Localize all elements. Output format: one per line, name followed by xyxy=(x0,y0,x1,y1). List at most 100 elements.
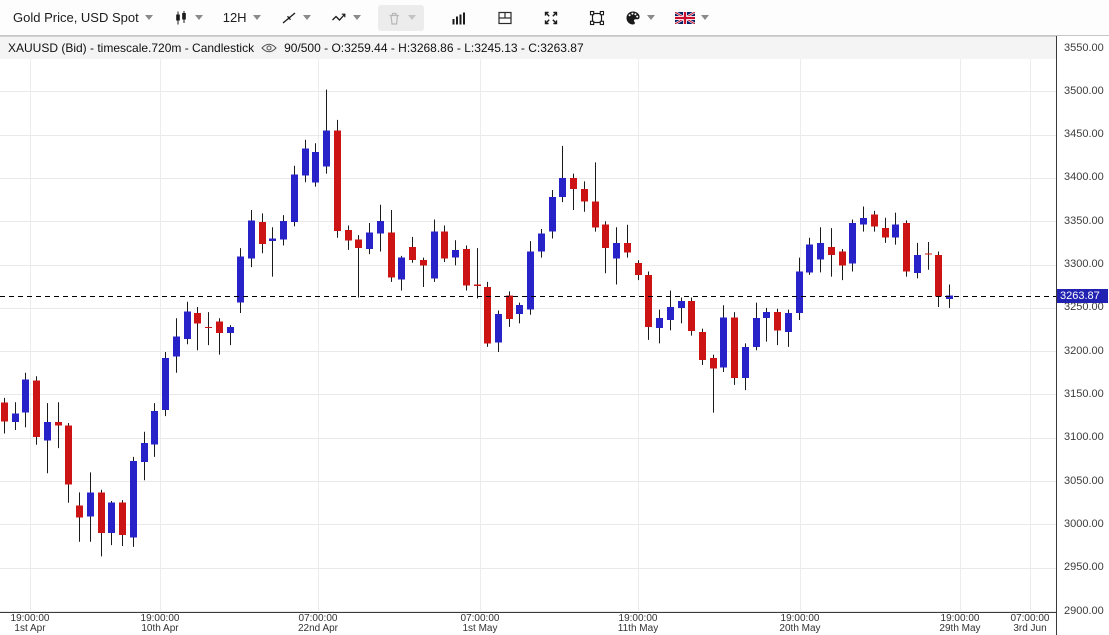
chevron-down-icon xyxy=(352,15,361,20)
frame-selection-icon xyxy=(589,10,605,26)
candle-down xyxy=(581,189,588,202)
indicators-button[interactable] xyxy=(328,8,364,28)
candle-up xyxy=(914,255,921,274)
time-tick-label: 19:00:00 10th Apr xyxy=(140,613,180,634)
candle-up xyxy=(742,346,749,379)
candle-up xyxy=(817,242,824,260)
candle-down xyxy=(194,313,201,324)
candle-up xyxy=(44,422,51,441)
candle-down xyxy=(441,231,448,259)
candle-up xyxy=(22,379,29,413)
candle-down xyxy=(98,492,105,534)
candle-up xyxy=(323,130,330,167)
candle-down xyxy=(925,253,932,255)
candle-up xyxy=(516,305,523,314)
candle-up xyxy=(377,221,384,234)
candle-down xyxy=(871,214,878,227)
candle-down xyxy=(774,312,781,331)
candle-down xyxy=(1,402,8,422)
layout-grid-icon xyxy=(497,10,513,26)
chart-canvas[interactable] xyxy=(0,36,1056,613)
toolbar: Gold Price, USD Spot 12H xyxy=(0,0,1109,36)
time-tick-label: 19:00:00 20th May xyxy=(779,613,821,634)
theme-palette-button[interactable] xyxy=(622,8,658,28)
trendline-tool-button[interactable] xyxy=(278,8,314,28)
candle-up xyxy=(667,306,674,320)
symbol-selector[interactable]: Gold Price, USD Spot xyxy=(10,8,156,27)
candle-down xyxy=(828,247,835,256)
candle-up xyxy=(302,148,309,176)
candle-up xyxy=(227,326,234,333)
candle-up xyxy=(141,442,148,463)
chart-type-button[interactable] xyxy=(170,8,206,28)
chevron-down-icon xyxy=(144,15,153,20)
chevron-down-icon xyxy=(252,15,261,20)
layout-grid-button[interactable] xyxy=(494,8,516,28)
candle-up xyxy=(431,231,438,279)
volume-toggle-button[interactable] xyxy=(448,8,470,28)
candle-down xyxy=(259,222,266,244)
language-selector[interactable] xyxy=(672,10,712,26)
candle-down xyxy=(420,260,427,266)
candle-up xyxy=(495,313,502,343)
candle-down xyxy=(484,287,491,344)
chevron-down-icon xyxy=(407,15,416,20)
candle-up xyxy=(613,242,620,259)
candle-down xyxy=(345,229,352,241)
candle-up xyxy=(849,222,856,264)
candle-up xyxy=(796,271,803,314)
candle-down xyxy=(635,262,642,275)
trendline-icon xyxy=(281,10,297,26)
candle-down xyxy=(624,242,631,253)
chevron-down-icon xyxy=(700,15,709,20)
chart-pane[interactable]: XAUUSD (Bid) - timescale.720m - Candlest… xyxy=(0,36,1056,635)
chevron-down-icon xyxy=(302,15,311,20)
price-tick-label: 3250.00 xyxy=(1064,301,1104,314)
chart-area: XAUUSD (Bid) - timescale.720m - Candlest… xyxy=(0,36,1109,635)
volume-bars-icon xyxy=(451,10,467,26)
price-axis[interactable]: 3263.87 3550.00 3500.00 3450.00 3400.00 3350… xyxy=(1056,36,1109,635)
candle-up xyxy=(785,313,792,333)
candle-up xyxy=(269,238,276,242)
price-tick-label: 3500.00 xyxy=(1064,84,1104,97)
candle-up xyxy=(806,244,813,273)
candle-down xyxy=(355,239,362,249)
candle-down xyxy=(710,358,717,369)
candle-down xyxy=(76,505,83,518)
fit-chart-button[interactable] xyxy=(586,8,608,28)
delete-drawings-button[interactable] xyxy=(377,4,424,31)
current-price-tag: 3263.87 xyxy=(1057,288,1108,303)
candle-up xyxy=(763,312,770,319)
time-tick-label: 07:00:00 22nd Apr xyxy=(297,613,339,634)
timeframe-selector[interactable]: 12H xyxy=(220,8,264,27)
expand-button[interactable] xyxy=(540,8,562,28)
chevron-down-icon xyxy=(646,15,655,20)
candle-down xyxy=(699,332,706,360)
candle-up xyxy=(860,217,867,225)
candle-down xyxy=(205,326,212,329)
candle-up xyxy=(538,233,545,252)
candle-down xyxy=(602,224,609,249)
eye-icon[interactable] xyxy=(261,43,277,53)
price-tick-label: 2900.00 xyxy=(1064,604,1104,617)
price-tick-label: 3000.00 xyxy=(1064,517,1104,530)
candle-up xyxy=(12,413,19,423)
candle-up xyxy=(108,502,115,534)
candle-up xyxy=(248,220,255,259)
candle-down xyxy=(903,222,910,272)
price-tick-label: 3350.00 xyxy=(1064,214,1104,227)
price-tick-label: 3150.00 xyxy=(1064,387,1104,400)
chart-title: XAUUSD (Bid) - timescale.720m - Candlest… xyxy=(8,41,255,55)
price-tick-label: 3050.00 xyxy=(1064,474,1104,487)
timeframe-label: 12H xyxy=(222,10,247,25)
candle-down xyxy=(882,228,889,238)
candle-down xyxy=(935,255,942,297)
time-tick-label: 07:00:00 3rd Jun xyxy=(1010,613,1050,634)
candle-up xyxy=(366,232,373,249)
candle-down xyxy=(688,300,695,332)
candlestick-icon xyxy=(173,10,189,26)
time-axis[interactable]: 19:00:00 1st Apr 19:00:00 10th Apr 07:00:00 2… xyxy=(0,612,1056,635)
price-tick-label: 2950.00 xyxy=(1064,561,1104,574)
candle-down xyxy=(216,321,223,333)
